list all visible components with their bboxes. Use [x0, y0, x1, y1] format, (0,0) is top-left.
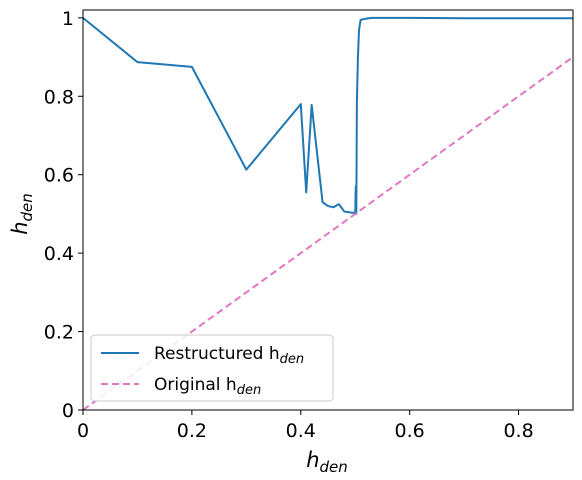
x-tick-label: 0.6 [395, 420, 425, 442]
series-line-restructured [83, 16, 573, 215]
y-tick-label: 0.4 [44, 243, 74, 265]
legend-label-original: Original hden [154, 375, 261, 398]
y-tick-label: 0 [62, 400, 74, 422]
x-tick-label: 0.4 [286, 420, 316, 442]
x-tick-label: 0.2 [177, 420, 207, 442]
y-axis-label: hden [8, 193, 36, 235]
axes: 0 0.2 0.4 0.6 0.8 0 0.2 0.4 0.6 0.8 1 [44, 8, 574, 442]
legend: Restructured hden Original hden [90, 334, 334, 402]
x-tick-label: 0.8 [503, 420, 533, 442]
y-tick-label: 1 [62, 8, 74, 30]
axes-frame [82, 9, 574, 411]
x-tick-label: 0 [77, 420, 89, 442]
y-tick-label: 0.2 [44, 322, 74, 344]
y-tick-label: 0.6 [44, 165, 74, 187]
legend-label-restructured: Restructured hden [154, 344, 304, 367]
legend-box [90, 334, 334, 402]
x-axis-label: hden [306, 448, 348, 476]
y-tick-label: 0.8 [44, 86, 74, 108]
